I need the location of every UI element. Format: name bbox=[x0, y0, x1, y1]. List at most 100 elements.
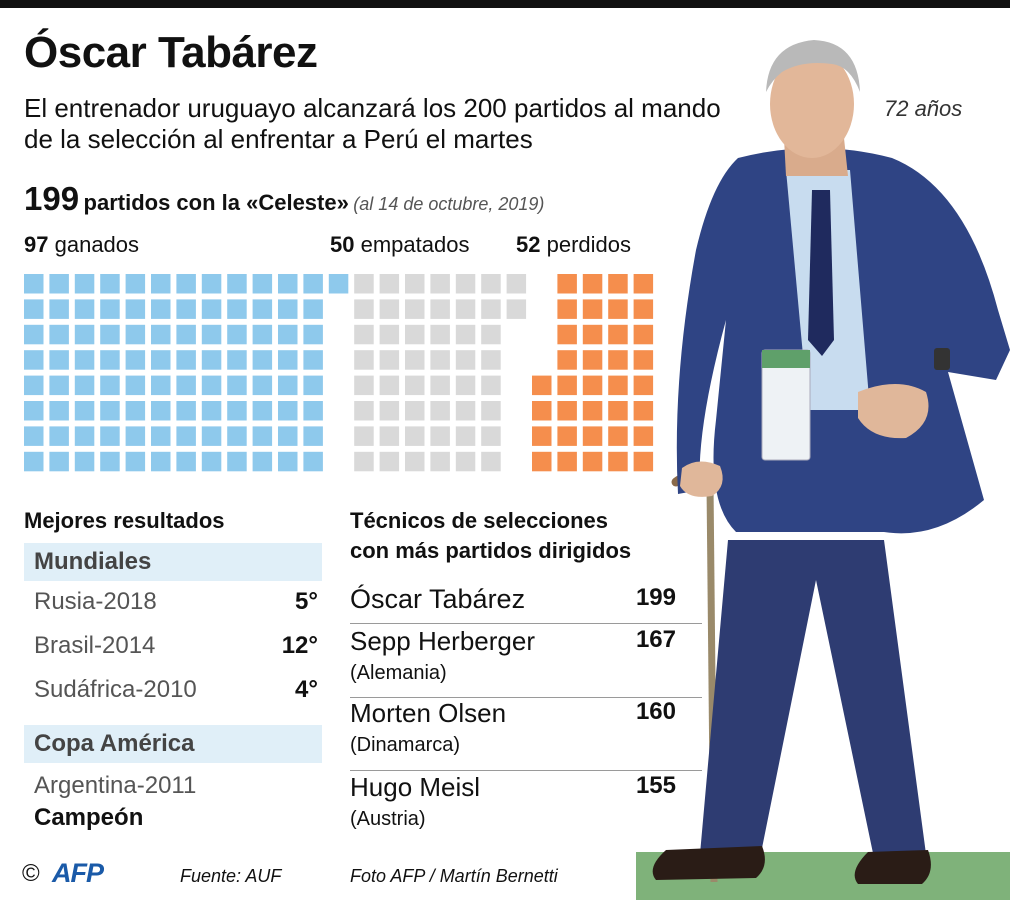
won-match-square bbox=[252, 324, 273, 345]
won-match-square bbox=[125, 274, 146, 294]
coach-row: Óscar Tabárez 199 bbox=[350, 584, 676, 624]
draw-match-square bbox=[354, 274, 374, 294]
photo-face bbox=[770, 50, 854, 158]
top-rule bbox=[0, 0, 1010, 8]
won-match-square bbox=[125, 375, 146, 396]
won-match-square bbox=[227, 350, 247, 370]
lost-match-square bbox=[608, 299, 628, 319]
draw-match-square bbox=[481, 426, 501, 446]
best-results-title: Mejores resultados bbox=[24, 508, 225, 533]
won-match-square bbox=[227, 375, 247, 396]
lost-match-square bbox=[582, 375, 603, 396]
won-match-square bbox=[303, 299, 323, 319]
copa-result: Campeón bbox=[34, 804, 144, 831]
won-match-square bbox=[303, 350, 323, 370]
won-match-square bbox=[49, 350, 69, 370]
won-match-square bbox=[74, 274, 95, 294]
won-match-square bbox=[100, 401, 120, 421]
draw-match-square bbox=[405, 375, 425, 396]
won-match-square bbox=[151, 274, 171, 294]
lost-match-square bbox=[633, 274, 654, 294]
copa-america-band: Copa América bbox=[24, 725, 322, 763]
won-match-square bbox=[151, 426, 171, 446]
won-match-square bbox=[227, 401, 247, 421]
won-match-square bbox=[201, 274, 222, 294]
draw-match-square bbox=[430, 274, 450, 294]
draw-match-square bbox=[455, 274, 476, 294]
photo-hand-cane bbox=[680, 461, 723, 497]
subtitle: El entrenador uruguayo alcanzará los 200… bbox=[24, 93, 721, 154]
lost-match-square bbox=[608, 451, 628, 472]
draw-match-square bbox=[455, 324, 476, 345]
won-match-square bbox=[125, 401, 146, 421]
total-matches-value: 199 bbox=[24, 180, 80, 217]
coach-country: (Austria) bbox=[350, 808, 426, 830]
won-match-square bbox=[100, 324, 120, 345]
coaches-title-line-1: Técnicos de selecciones bbox=[350, 508, 609, 533]
won-match-square bbox=[227, 451, 247, 472]
won-match-square bbox=[278, 401, 298, 421]
result-row: Brasil-2014 12° bbox=[34, 632, 318, 666]
won-match-square bbox=[100, 274, 120, 294]
photo-shoe-right bbox=[854, 850, 931, 884]
draw-match-square bbox=[405, 299, 425, 319]
draw-match-square bbox=[430, 451, 450, 472]
won-match-square bbox=[49, 375, 69, 396]
won-match-square bbox=[252, 401, 273, 421]
won-match-square bbox=[100, 350, 120, 370]
lost-match-square bbox=[633, 375, 654, 396]
won-match-square bbox=[252, 451, 273, 472]
draw-match-square bbox=[430, 426, 450, 446]
coach-matches: 167 bbox=[635, 626, 676, 653]
won-match-square bbox=[24, 426, 44, 446]
draw-match-square bbox=[379, 375, 400, 396]
draw-match-square bbox=[455, 451, 476, 472]
draw-match-square bbox=[405, 324, 425, 345]
coach-matches: 160 bbox=[635, 698, 676, 725]
draw-match-square bbox=[379, 274, 400, 294]
row-divider bbox=[350, 770, 702, 771]
draw-match-square bbox=[379, 451, 400, 472]
draw-match-square bbox=[354, 350, 374, 370]
lost-match-square bbox=[582, 401, 603, 421]
draw-match-square bbox=[430, 401, 450, 421]
won-match-square bbox=[176, 375, 196, 396]
lost-match-square bbox=[582, 451, 603, 472]
draw-count: 50 empatados bbox=[330, 232, 469, 258]
mundiales-label: Mundiales bbox=[34, 548, 152, 575]
draw-match-square bbox=[405, 451, 425, 472]
lost-match-square bbox=[532, 451, 552, 472]
won-value: 97 bbox=[24, 232, 49, 257]
draw-match-square bbox=[354, 451, 374, 472]
won-match-square bbox=[24, 350, 44, 370]
draw-match-square bbox=[430, 350, 450, 370]
lost-match-square bbox=[633, 350, 654, 370]
result-value: 5° bbox=[295, 588, 318, 615]
draw-match-square bbox=[354, 299, 374, 319]
won-match-square bbox=[303, 274, 323, 294]
photo-credit: Foto AFP / Martín Bernetti bbox=[350, 866, 558, 886]
photo-shoe-left bbox=[652, 846, 765, 880]
won-match-square bbox=[303, 401, 323, 421]
draw-match-square bbox=[354, 401, 374, 421]
result-label: Rusia-2018 bbox=[34, 588, 157, 615]
lost-match-square bbox=[608, 350, 628, 370]
results-waffle-chart bbox=[24, 274, 654, 472]
lost-match-square bbox=[532, 401, 552, 421]
won-match-square bbox=[278, 451, 298, 472]
won-match-square bbox=[49, 274, 69, 294]
draw-match-square bbox=[405, 401, 425, 421]
lost-match-square bbox=[532, 375, 552, 396]
won-match-square bbox=[100, 299, 120, 319]
draw-match-square bbox=[481, 375, 501, 396]
won-match-square bbox=[24, 324, 44, 345]
lost-match-square bbox=[608, 375, 628, 396]
won-match-square bbox=[125, 451, 146, 472]
draw-match-square bbox=[481, 350, 501, 370]
draw-match-square bbox=[455, 426, 476, 446]
total-matches-label: partidos con la «Celeste» bbox=[83, 190, 349, 215]
draw-match-square bbox=[430, 375, 450, 396]
lost-count: 52 perdidos bbox=[516, 232, 631, 258]
won-match-square bbox=[74, 401, 95, 421]
won-match-square bbox=[176, 426, 196, 446]
